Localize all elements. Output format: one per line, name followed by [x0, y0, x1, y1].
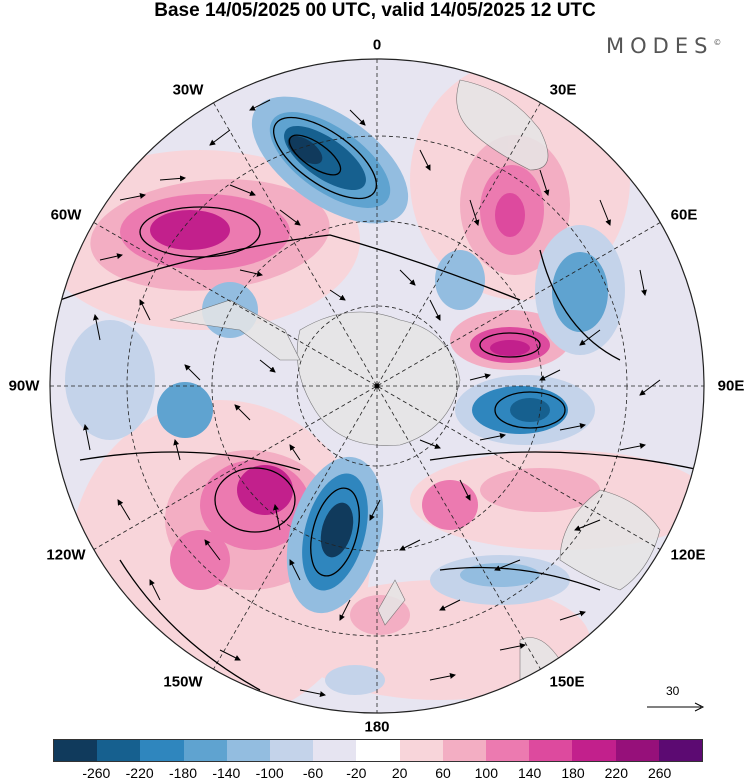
colorbar-cell: [97, 740, 141, 761]
lon-label-120w: 120W: [46, 546, 86, 564]
graticule: [50, 59, 704, 713]
lon-label-30e: 30E: [549, 81, 577, 99]
lon-label-60w: 60W: [50, 206, 82, 224]
colorbar-tick-label: -20: [346, 765, 367, 781]
lon-label-120e: 120E: [670, 546, 706, 564]
colorbar-cell: [486, 740, 530, 761]
colorbar-tick-label: 100: [474, 765, 499, 781]
colorbar-tick-label: 220: [604, 765, 629, 781]
colorbar-cell: [270, 740, 314, 761]
lon-label-180: 180: [364, 718, 390, 736]
land-masses: [169, 79, 661, 683]
lon-label-90e: 90E: [717, 377, 745, 395]
lon-label-30w: 30W: [172, 81, 204, 99]
arrow-right-icon: [647, 702, 705, 712]
map-boundary: [49, 58, 705, 714]
lon-label-90w: 90W: [8, 377, 40, 395]
colorbar-tick-label: -260: [82, 765, 111, 781]
brand-mark: ©: [713, 38, 722, 47]
colorbar-tick-label: 20: [391, 765, 408, 781]
colorbar-ticks: -260 -220 -180 -140 -100 -60 -20 20 60 100 140 180 2…: [0, 765, 750, 783]
colorbar-tick-label: -180: [168, 765, 198, 781]
colorbar-tick-label: -60: [302, 765, 324, 781]
colorbar-cell: [529, 740, 573, 761]
lon-label-60e: 60E: [670, 206, 698, 224]
colorbar-cell: [226, 740, 271, 761]
colorbar-cell: [615, 740, 659, 761]
colorbar-cell: [140, 740, 184, 761]
colorbar: [53, 739, 703, 762]
page-title: Base 14/05/2025 00 UTC, valid 14/05/2025…: [154, 0, 596, 21]
south-pole-marker: [374, 383, 380, 389]
colorbar-cell: [313, 740, 357, 761]
colorbar-cell: [572, 740, 616, 761]
colorbar-tick-label: -220: [125, 765, 154, 781]
colorbar-cell: [183, 740, 227, 761]
colorbar-cell: [658, 740, 703, 761]
lon-label-150w: 150W: [163, 673, 203, 691]
contours: [59, 116, 701, 691]
colorbar-tick-label: -100: [255, 765, 284, 781]
lon-label-150e: 150E: [549, 673, 585, 691]
colorbar-tick-label: 140: [517, 765, 542, 781]
colorbar-tick-label: 60: [435, 765, 451, 781]
wind-vectors: [83, 99, 661, 697]
colorbar-tick-label: 180: [561, 765, 585, 781]
colorbar-cell: [442, 740, 487, 761]
brand-text: MODES: [606, 34, 714, 58]
colorbar-cell: [54, 740, 98, 761]
anomaly-field: [50, 59, 704, 713]
colorbar-tick-label: -140: [212, 765, 241, 781]
lon-label-0: 0: [372, 36, 382, 54]
colorbar-cell: [356, 740, 400, 761]
colorbar-tick-label: 260: [647, 765, 672, 781]
brand-logo: MODES©: [606, 34, 721, 58]
reference-vector-label: 30: [666, 684, 680, 698]
colorbar-cell: [399, 740, 443, 761]
